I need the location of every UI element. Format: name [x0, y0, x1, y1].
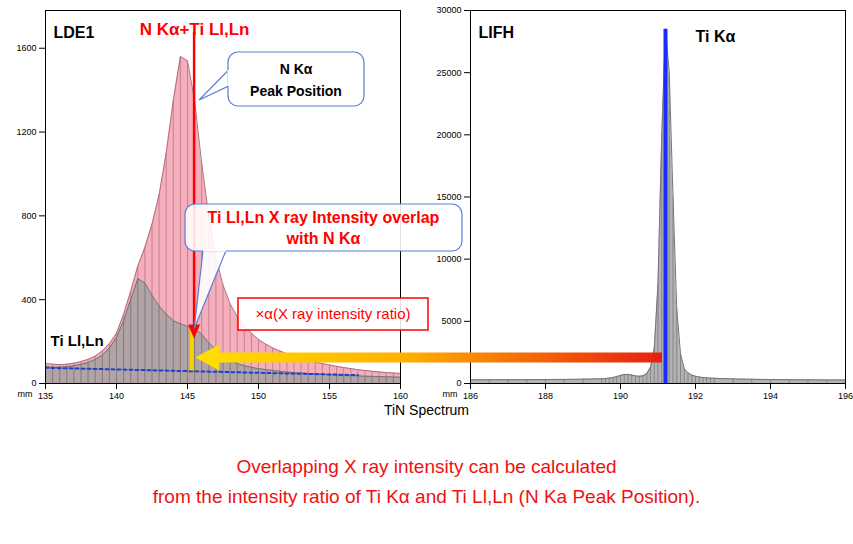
svg-text:186: 186 [463, 391, 478, 401]
svg-text:188: 188 [538, 391, 553, 401]
svg-text:Ti Ll,Ln X ray Intensity overl: Ti Ll,Ln X ray Intensity overlap [208, 209, 440, 226]
svg-text:194: 194 [763, 391, 778, 401]
svg-text:1200: 1200 [16, 127, 36, 137]
svg-text:N Kα+Ti Ll,Ln: N Kα+Ti Ll,Ln [140, 20, 250, 39]
svg-text:LDE1: LDE1 [54, 24, 95, 41]
svg-text:with N Kα: with N Kα [286, 230, 361, 247]
svg-text:160: 160 [393, 391, 408, 401]
svg-text:30000: 30000 [436, 5, 461, 15]
svg-text:0: 0 [31, 378, 36, 388]
svg-text:mm: mm [18, 389, 33, 399]
html-text:TiN Spectrum: TiN Spectrum [384, 402, 469, 418]
svg-text:190: 190 [613, 391, 628, 401]
svg-text:196: 196 [838, 391, 853, 401]
svg-text:Ti Kα: Ti Kα [696, 28, 736, 45]
html-text:Overlapping X ray intensity ca: Overlapping X ray intensity can be calcu… [152, 456, 701, 507]
svg-text:Ti Ll,Ln: Ti Ll,Ln [51, 332, 104, 349]
svg-text:15000: 15000 [436, 192, 461, 202]
svg-text:10000: 10000 [436, 254, 461, 264]
svg-text:25000: 25000 [436, 68, 461, 78]
svg-text:LIFH: LIFH [479, 24, 515, 41]
svg-text:20000: 20000 [436, 130, 461, 140]
svg-text:145: 145 [180, 391, 195, 401]
svg-text:mm: mm [443, 389, 458, 399]
svg-text:0: 0 [456, 378, 461, 388]
svg-text:400: 400 [21, 295, 36, 305]
svg-text:Peak Position: Peak Position [250, 83, 342, 99]
svg-text:×α(X ray intensity ratio): ×α(X ray intensity ratio) [256, 305, 411, 322]
svg-text:5000: 5000 [441, 316, 461, 326]
svg-text:800: 800 [21, 211, 36, 221]
svg-text:150: 150 [251, 391, 266, 401]
svg-text:1600: 1600 [16, 43, 36, 53]
svg-text:155: 155 [322, 391, 337, 401]
svg-text:192: 192 [688, 391, 703, 401]
svg-text:135: 135 [38, 391, 53, 401]
svg-text:140: 140 [109, 391, 124, 401]
svg-text:N Kα: N Kα [280, 61, 313, 77]
